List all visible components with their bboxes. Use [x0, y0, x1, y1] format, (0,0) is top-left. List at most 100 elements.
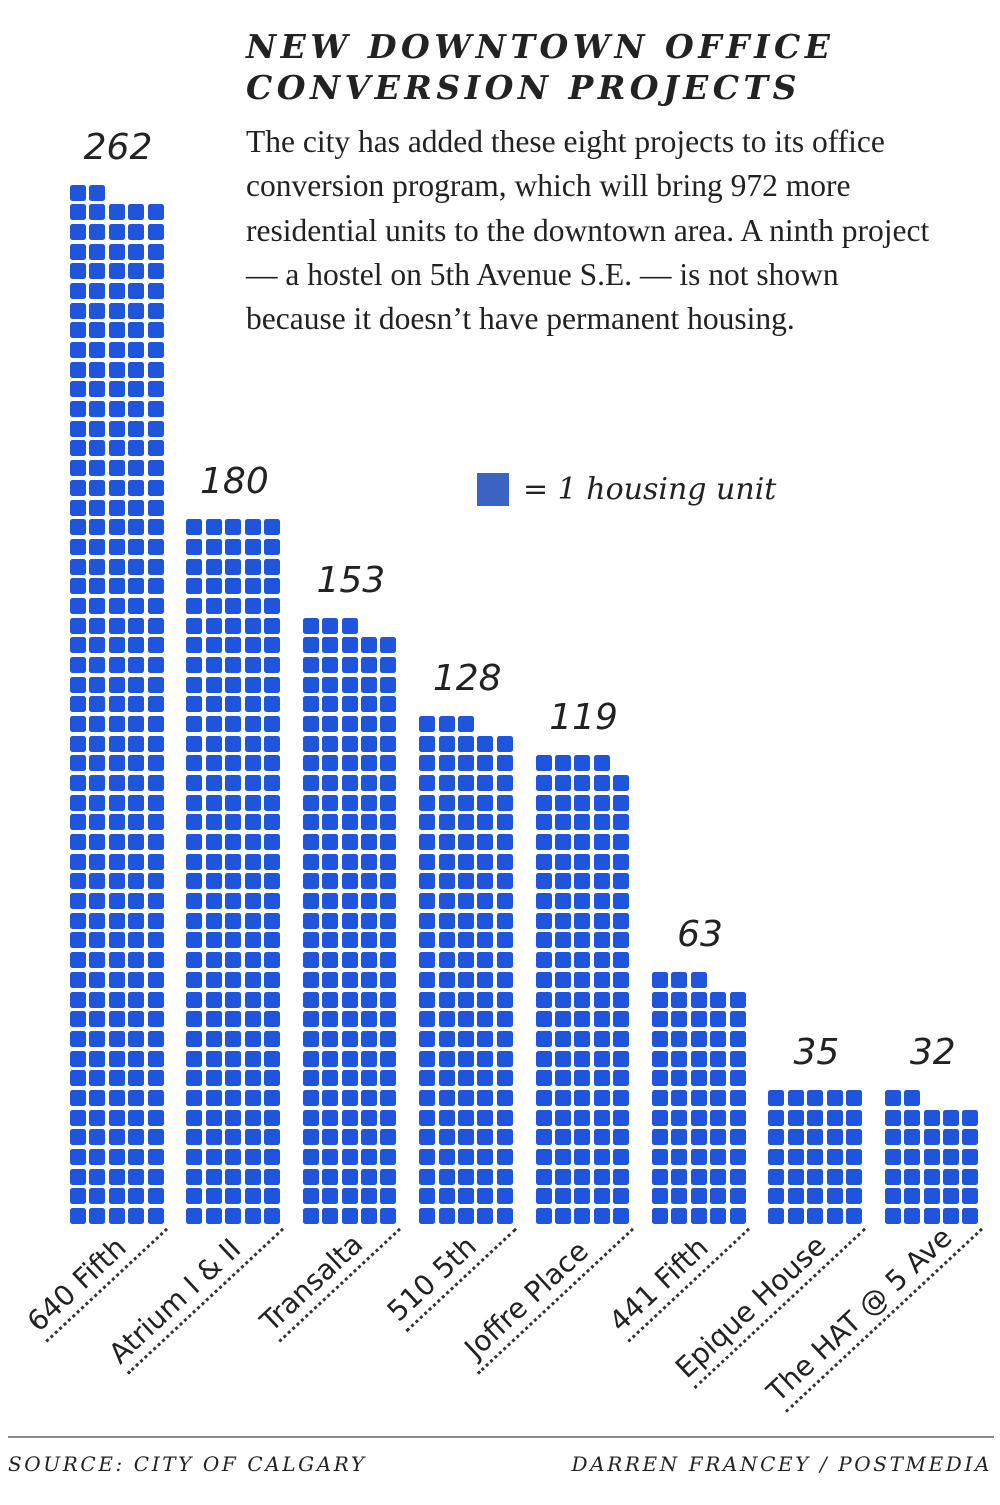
housing-unit-square — [690, 1129, 707, 1146]
value-label: 153 — [316, 559, 386, 601]
housing-unit-square — [574, 893, 591, 910]
housing-unit-square — [147, 361, 164, 378]
housing-unit-square — [89, 440, 106, 457]
housing-unit-square — [380, 716, 397, 732]
housing-unit-square — [322, 1011, 339, 1028]
housing-unit-square — [904, 1129, 921, 1146]
housing-unit-square — [205, 1089, 222, 1106]
housing-unit-square — [361, 912, 377, 929]
housing-unit-square — [826, 1129, 843, 1146]
housing-unit-square — [147, 1011, 164, 1028]
housing-unit-square — [128, 381, 145, 398]
housing-unit-square — [147, 519, 164, 536]
housing-unit-square — [380, 1129, 397, 1146]
housing-unit-square — [555, 755, 571, 772]
housing-unit-square — [128, 1070, 145, 1087]
housing-unit-square — [768, 1148, 785, 1165]
housing-unit-square — [89, 775, 106, 792]
housing-unit-square — [264, 716, 280, 732]
housing-unit-square — [341, 952, 358, 969]
housing-unit-square — [477, 991, 494, 1008]
housing-unit-square — [186, 1070, 203, 1087]
housing-unit-square — [147, 1030, 164, 1047]
housing-unit-square — [574, 1109, 591, 1126]
housing-unit-square — [574, 1011, 591, 1028]
housing-unit-square — [477, 1129, 494, 1146]
housing-unit-square — [923, 1188, 940, 1205]
housing-unit-square — [70, 597, 86, 614]
housing-unit-square — [943, 1208, 959, 1224]
housing-unit-square — [652, 1089, 668, 1106]
housing-unit-square — [535, 1188, 552, 1205]
housing-unit-square — [477, 1050, 494, 1067]
housing-unit-square — [477, 1208, 494, 1224]
housing-unit-square — [380, 1188, 397, 1205]
housing-unit-square — [341, 735, 358, 752]
housing-unit-square — [205, 794, 222, 811]
housing-unit-square — [535, 971, 552, 988]
housing-unit-square — [205, 696, 222, 713]
housing-unit-square — [244, 952, 261, 969]
housing-unit-square — [128, 224, 145, 240]
housing-unit-square — [322, 716, 339, 732]
housing-unit-square — [108, 1129, 125, 1146]
housing-unit-square — [923, 1208, 940, 1224]
housing-unit-square — [496, 794, 513, 811]
housing-unit-square — [147, 1089, 164, 1106]
housing-unit-square — [710, 1070, 727, 1087]
housing-unit-square — [535, 1011, 552, 1028]
housing-unit-square — [108, 342, 125, 359]
housing-unit-square — [826, 1208, 843, 1224]
housing-unit-square — [225, 873, 242, 890]
housing-unit-square — [186, 755, 203, 772]
housing-unit-square — [361, 1148, 377, 1165]
housing-unit-square — [458, 1030, 474, 1047]
housing-unit-square — [496, 971, 513, 988]
housing-unit-square — [671, 1030, 688, 1047]
housing-unit-square — [555, 853, 571, 870]
housing-unit-square — [225, 617, 242, 634]
housing-unit-square — [477, 1188, 494, 1205]
housing-unit-square — [671, 1148, 688, 1165]
housing-unit-square — [962, 1208, 979, 1224]
housing-unit-square — [496, 1030, 513, 1047]
housing-unit-square — [147, 401, 164, 418]
housing-unit-square — [264, 932, 280, 949]
housing-unit-square — [70, 873, 86, 890]
housing-unit-square — [244, 814, 261, 831]
housing-unit-square — [205, 1050, 222, 1067]
housing-unit-square — [108, 361, 125, 378]
housing-unit-square — [186, 735, 203, 752]
housing-unit-square — [438, 991, 455, 1008]
housing-unit-square — [244, 578, 261, 595]
housing-unit-square — [70, 1070, 86, 1087]
housing-unit-square — [108, 1168, 125, 1185]
housing-unit-square — [477, 794, 494, 811]
housing-unit-square — [477, 735, 494, 752]
housing-unit-square — [458, 853, 474, 870]
housing-unit-square — [302, 656, 319, 673]
housing-unit-square — [438, 1089, 455, 1106]
housing-unit-square — [70, 440, 86, 457]
housing-unit-square — [108, 755, 125, 772]
housing-unit-square — [128, 460, 145, 477]
housing-unit-square — [361, 794, 377, 811]
housing-unit-square — [108, 558, 125, 575]
housing-unit-square — [108, 716, 125, 732]
housing-unit-square — [710, 1208, 727, 1224]
housing-unit-square — [128, 342, 145, 359]
housing-unit-square — [128, 1109, 145, 1126]
housing-unit-square — [380, 1109, 397, 1126]
housing-unit-square — [89, 1070, 106, 1087]
housing-unit-square — [70, 794, 86, 811]
housing-unit-square — [458, 1050, 474, 1067]
housing-unit-square — [89, 755, 106, 772]
housing-unit-square — [205, 1011, 222, 1028]
housing-unit-square — [846, 1089, 862, 1106]
housing-unit-square — [535, 1168, 552, 1185]
housing-unit-square — [690, 1089, 707, 1106]
housing-unit-square — [496, 952, 513, 969]
housing-unit-square — [884, 1148, 901, 1165]
housing-unit-square — [904, 1208, 921, 1224]
housing-unit-square — [264, 735, 280, 752]
